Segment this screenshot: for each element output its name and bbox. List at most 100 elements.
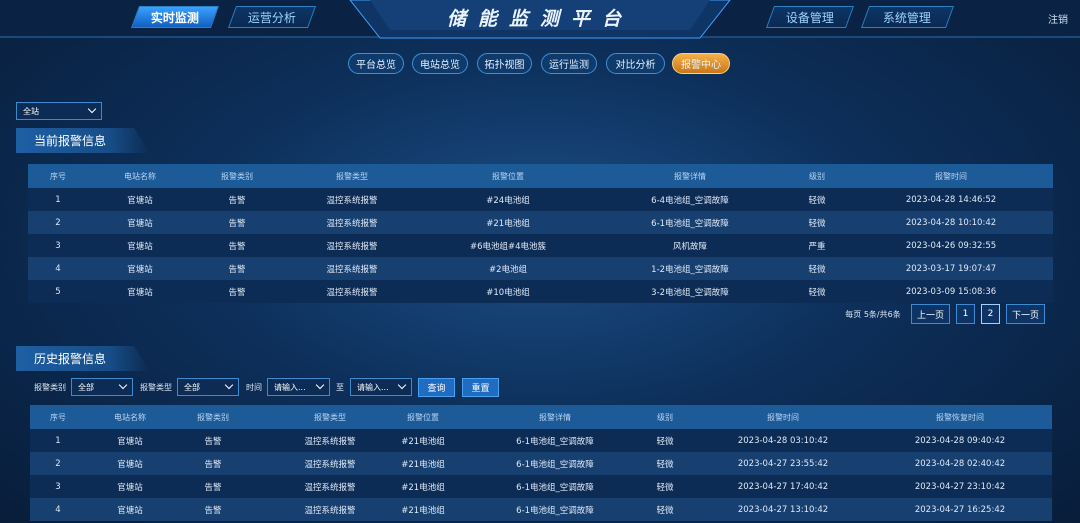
table-cell: 温控系统报警: [304, 436, 356, 447]
column-header: 报警恢复时间: [936, 412, 984, 422]
table-cell: 6-1电池组_空调故障: [516, 505, 594, 516]
table-cell: 告警: [204, 436, 222, 447]
table-row: [28, 234, 1053, 257]
nav-tab[interactable]: 实时监测: [130, 6, 220, 28]
nav-tab-text: 运营分析: [247, 10, 296, 25]
section-title: 历史报警信息: [16, 346, 150, 371]
column-header: 报警时间: [935, 171, 967, 181]
column-header: 报警类型: [336, 171, 368, 181]
table-cell: 2023-04-28 02:40:42: [914, 458, 1006, 469]
table-cell: 告警: [204, 505, 222, 516]
table-cell: #21电池组: [486, 218, 530, 229]
table-cell: 轻微: [656, 459, 674, 470]
search-button[interactable]: 查询: [418, 378, 455, 397]
column-header: 序号: [50, 171, 66, 181]
table-cell: 3: [55, 240, 61, 251]
table-cell: #6电池组#4电池簇: [469, 241, 547, 252]
subnav-button[interactable]: 拓扑视图: [477, 53, 532, 74]
table-cell: #10电池组: [486, 287, 530, 298]
column-header: 报警类别: [197, 412, 229, 422]
station-select[interactable]: 全站: [16, 102, 102, 120]
dropdown-arrow: [397, 380, 407, 390]
table-cell: 2: [55, 458, 61, 469]
table-cell: 告警: [228, 195, 246, 206]
table-cell: 官塘站: [127, 241, 153, 252]
table-row: [30, 475, 1052, 498]
subnav-button[interactable]: 运行监测: [541, 53, 597, 74]
filter-label: 时间: [246, 382, 262, 392]
table-cell: 官塘站: [117, 505, 143, 516]
table-cell: 轻微: [808, 287, 826, 298]
table-row: [30, 498, 1052, 521]
table-cell: 官塘站: [127, 287, 153, 298]
filter-select[interactable]: 全部: [177, 378, 239, 396]
dropdown-arrow: [224, 380, 234, 390]
column-header: 序号: [50, 412, 66, 422]
subnav-button[interactable]: 平台总览: [348, 53, 404, 74]
table-cell: 温控系统报警: [326, 287, 378, 298]
filter-label: 至: [336, 382, 344, 392]
table-cell: 1: [55, 194, 61, 205]
table-cell: 2023-04-28 09:40:42: [914, 435, 1006, 446]
section-title: 当前报警信息: [16, 128, 150, 153]
table-cell: 告警: [204, 459, 222, 470]
table-cell: 2023-04-27 23:55:42: [737, 458, 829, 469]
table-cell: #21电池组: [401, 505, 445, 516]
page-button[interactable]: 2: [981, 304, 1000, 324]
time-input[interactable]: 请输入...: [267, 378, 330, 396]
table-row: [28, 280, 1053, 303]
table-cell: 1: [55, 435, 61, 446]
column-header: 级别: [809, 171, 825, 181]
nav-tab-text: 系统管理: [883, 10, 932, 25]
table-cell: 风机故障: [672, 241, 707, 252]
table-cell: 官塘站: [117, 459, 143, 470]
next-button[interactable]: 下一页: [1006, 304, 1045, 324]
nav-tab[interactable]: 系统管理: [860, 6, 955, 28]
table-cell: 轻微: [656, 482, 674, 493]
time-input[interactable]: 请输入...: [350, 378, 412, 396]
subnav-button[interactable]: 对比分析: [606, 53, 665, 74]
table-cell: 官塘站: [127, 195, 153, 206]
prev-button[interactable]: 上一页: [911, 304, 950, 324]
table-cell: 温控系统报警: [326, 241, 378, 252]
subnav-button[interactable]: 电站总览: [412, 53, 468, 74]
table-cell: 告警: [228, 264, 246, 275]
table-row: [30, 452, 1052, 475]
table-cell: 严重: [808, 241, 826, 252]
filter-select[interactable]: 全部: [71, 378, 133, 396]
table-cell: 5: [55, 286, 61, 297]
table-cell: 2023-04-27 23:10:42: [914, 481, 1006, 492]
table-cell: 官塘站: [127, 264, 153, 275]
subnav-button[interactable]: 报警中心: [672, 53, 730, 74]
nav-tab[interactable]: 运营分析: [227, 6, 317, 28]
column-header: 报警详情: [539, 412, 571, 422]
table-cell: 温控系统报警: [304, 459, 356, 470]
table-cell: 2023-04-28 10:10:42: [905, 217, 997, 228]
table-cell: 4: [55, 263, 61, 274]
table-row: [28, 257, 1053, 280]
table-cell: 官塘站: [117, 482, 143, 493]
column-header: 报警位置: [407, 412, 439, 422]
table-cell: #2电池组: [488, 264, 528, 275]
column-header: 电站名称: [124, 171, 156, 181]
nav-tab[interactable]: 设备管理: [765, 6, 855, 28]
table-cell: #24电池组: [486, 195, 530, 206]
logout[interactable]: 注销: [1048, 14, 1068, 26]
table-cell: 1-2电池组_空调故障: [651, 264, 729, 275]
column-header: 报警位置: [492, 171, 524, 181]
table-cell: 2023-04-27 17:40:42: [737, 481, 829, 492]
table-cell: 2023-03-17 19:07:47: [905, 263, 997, 274]
reset-button[interactable]: 重置: [462, 378, 499, 397]
table-header-bg: [30, 405, 1052, 429]
table-cell: 告警: [228, 218, 246, 229]
page-button[interactable]: 1: [956, 304, 975, 324]
table-cell: 温控系统报警: [326, 218, 378, 229]
table-cell: 3: [55, 481, 61, 492]
table-cell: 2023-03-09 15:08:36: [905, 286, 997, 297]
table-cell: #21电池组: [401, 482, 445, 493]
table-cell: 2023-04-27 16:25:42: [914, 504, 1006, 515]
table-cell: 2: [55, 217, 61, 228]
table-cell: 告警: [204, 482, 222, 493]
column-header: 报警类型: [314, 412, 346, 422]
